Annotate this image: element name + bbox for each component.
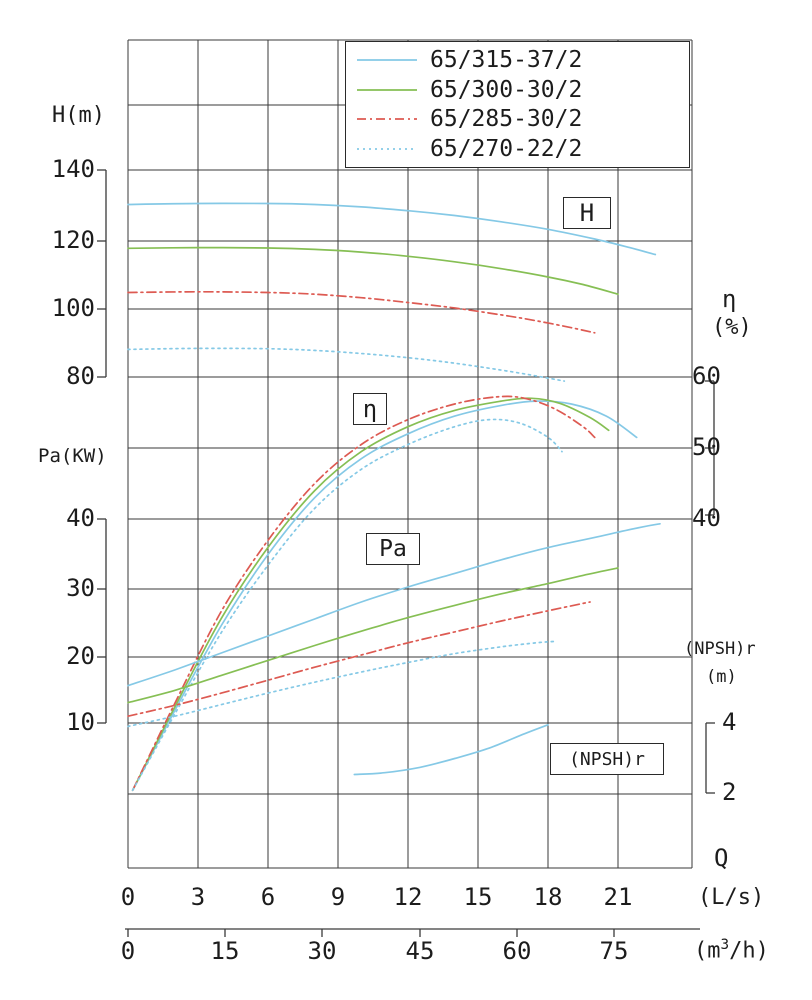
x-tick-ls: 6 bbox=[260, 883, 276, 911]
eta-axis-tick: 60 bbox=[692, 362, 721, 390]
npshr-axis-label: (NPSH)r bbox=[684, 639, 756, 659]
eta-axis-unit: (%) bbox=[712, 315, 752, 340]
legend-item-label: 65/270-22/2 bbox=[430, 136, 583, 163]
x-tick-m3h: 75 bbox=[599, 937, 629, 965]
legend-item-label: 65/285-30/2 bbox=[430, 106, 583, 133]
legend-line-sample bbox=[357, 148, 417, 151]
x-tick-ls: 3 bbox=[190, 883, 206, 911]
x-tick-ls: 15 bbox=[463, 883, 493, 911]
curve-label-npshr: (NPSH)r bbox=[550, 743, 664, 775]
curve-label-h: H bbox=[563, 197, 611, 229]
curve-H-65/270-22/2 bbox=[127, 347, 566, 382]
eta-axis-tick: 40 bbox=[692, 504, 721, 532]
legend-line-sample bbox=[357, 58, 417, 61]
h-axis-label: H(m) bbox=[52, 103, 105, 128]
curve-H-65/315-37/2 bbox=[127, 202, 657, 256]
npshr-axis-unit: (m) bbox=[706, 667, 737, 687]
legend-item: 65/285-30/2 bbox=[346, 105, 689, 133]
x-tick-m3h: 30 bbox=[307, 937, 337, 965]
x-tick-ls: 9 bbox=[330, 883, 346, 911]
x-tick-m3h: 60 bbox=[502, 937, 532, 965]
curve-NPSHr-65/315-37/2 bbox=[353, 723, 549, 776]
curve-Pa-65/285-30/2 bbox=[127, 601, 591, 718]
q-axis-unit-m3h: (m3/h) bbox=[694, 937, 769, 964]
curve-eta-65/270-22/2 bbox=[131, 418, 563, 792]
pa-axis-tick: 20 bbox=[66, 642, 95, 670]
legend-item: 65/270-22/2 bbox=[346, 135, 689, 163]
npshr-axis-tick: 4 bbox=[722, 708, 737, 736]
eta-axis-tick: 50 bbox=[692, 433, 721, 461]
legend-item: 65/300-30/2 bbox=[346, 76, 689, 104]
curve-label-pa: Pa bbox=[366, 533, 420, 565]
legend-item-label: 65/300-30/2 bbox=[430, 76, 583, 103]
eta-axis-label: η bbox=[722, 285, 737, 313]
legend-item-label: 65/315-37/2 bbox=[430, 46, 583, 73]
pa-axis-tick: 10 bbox=[66, 708, 95, 736]
x-tick-ls: 0 bbox=[120, 883, 136, 911]
h-axis-tick: 120 bbox=[51, 226, 95, 254]
curve-Pa-65/270-22/2 bbox=[127, 640, 556, 728]
pa-axis-label: Pa(KW) bbox=[38, 445, 107, 467]
pa-axis-tick: 30 bbox=[66, 574, 95, 602]
legend: 65/315-37/2 65/300-30/2 65/285-30/2 65/2… bbox=[345, 41, 690, 168]
q-axis-unit-ls: (L/s) bbox=[698, 885, 765, 910]
legend-line-sample bbox=[357, 118, 417, 121]
legend-line-sample bbox=[357, 88, 417, 91]
x-tick-ls: 21 bbox=[603, 883, 633, 911]
h-axis-tick: 100 bbox=[51, 294, 95, 322]
npshr-axis-tick: 2 bbox=[722, 778, 737, 806]
x-tick-m3h: 15 bbox=[210, 937, 240, 965]
h-axis-tick: 140 bbox=[51, 155, 95, 183]
x-tick-m3h: 45 bbox=[405, 937, 435, 965]
x-axis-m3h-line bbox=[125, 928, 700, 937]
x-tick-ls: 18 bbox=[533, 883, 563, 911]
curve-Pa-65/315-37/2 bbox=[127, 522, 661, 687]
grid-lines bbox=[127, 39, 693, 869]
pa-axis-tick: 40 bbox=[66, 504, 95, 532]
curve-label-eta: η bbox=[353, 393, 387, 425]
axis-brackets bbox=[97, 169, 715, 794]
curve-Pa-65/300-30/2 bbox=[127, 567, 619, 704]
curve-eta-65/300-30/2 bbox=[131, 397, 610, 792]
curve-eta-65/285-30/2 bbox=[131, 395, 596, 792]
x-tick-ls: 12 bbox=[393, 883, 423, 911]
legend-item: 65/315-37/2 bbox=[346, 46, 689, 74]
x-tick-m3h: 0 bbox=[120, 937, 136, 965]
curve-H-65/285-30/2 bbox=[127, 290, 596, 334]
curve-eta-65/315-37/2 bbox=[131, 400, 638, 792]
h-axis-tick: 80 bbox=[66, 362, 95, 390]
q-axis-label: Q bbox=[714, 844, 729, 872]
curve-H-65/300-30/2 bbox=[127, 246, 619, 296]
